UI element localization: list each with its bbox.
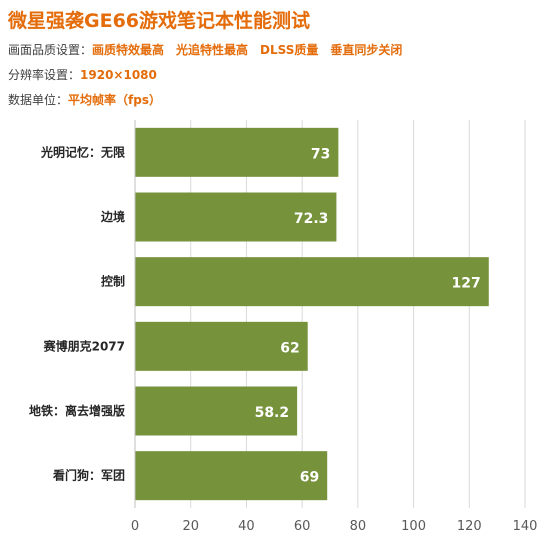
quality-settings-value: 画质特效最高 光追特性最高 DLSS质量 垂直同步关闭 (92, 43, 403, 57)
bar (135, 192, 337, 242)
data-label: 58.2 (255, 405, 290, 421)
x-tick-label: 0 (131, 519, 139, 534)
bar (135, 386, 298, 436)
data-label: 127 (452, 276, 481, 292)
category-label: 边境 (100, 209, 125, 224)
x-tick-label: 80 (350, 519, 367, 534)
x-tick-label: 60 (294, 519, 311, 534)
unit-value: 平均帧率（fps） (68, 93, 161, 107)
category-label: 赛博朋克2077 (43, 338, 125, 353)
bar (135, 321, 308, 371)
data-label: 69 (300, 470, 319, 486)
quality-settings-line: 画面品质设置：画质特效最高 光追特性最高 DLSS质量 垂直同步关闭 (8, 41, 402, 58)
x-tick-label: 40 (238, 519, 255, 534)
quality-settings-label: 画面品质设置： (8, 43, 93, 57)
category-label: 控制 (101, 274, 125, 289)
x-tick-label: 100 (401, 519, 426, 534)
chart-title: 微星强袭GE66游戏笔记本性能测试 (8, 10, 311, 32)
data-label: 62 (280, 340, 299, 356)
category-label: 看门狗：军团 (53, 468, 125, 483)
resolution-label: 分辨率设置： (8, 68, 81, 82)
bar (135, 451, 328, 501)
data-label: 73 (311, 146, 330, 162)
resolution-value: 1920×1080 (80, 68, 157, 82)
resolution-line: 分辨率设置：1920×1080 (8, 66, 157, 83)
unit-line: 数据单位：平均帧率（fps） (8, 91, 161, 108)
category-label: 地铁：离去增强版 (29, 403, 125, 418)
x-tick-label: 140 (513, 519, 538, 534)
data-label: 72.3 (294, 211, 329, 227)
category-label: 光明记忆：无限 (40, 144, 125, 159)
bar (135, 127, 339, 177)
x-tick-label: 20 (182, 519, 199, 534)
bar (135, 257, 489, 307)
unit-label: 数据单位： (8, 93, 69, 107)
x-tick-label: 120 (457, 519, 482, 534)
